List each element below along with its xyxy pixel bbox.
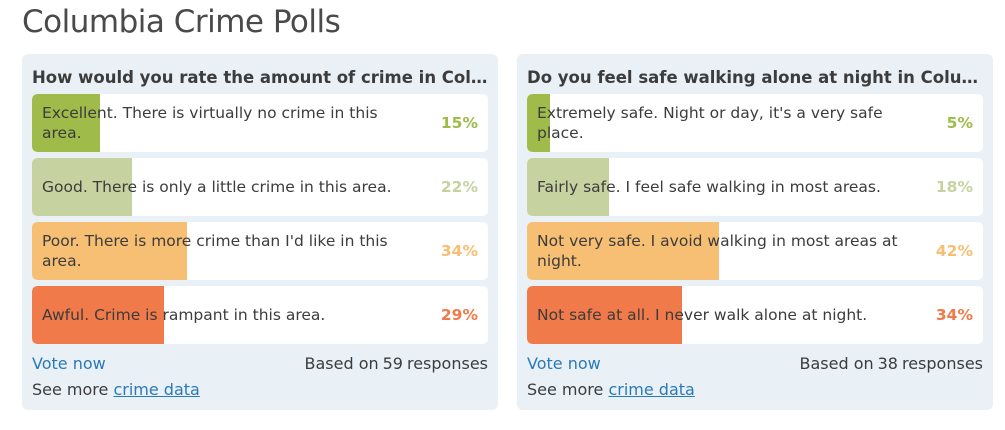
option-bar-fill — [527, 222, 719, 280]
poll-option-excellent[interactable]: Excellent. There is virtually no crime i… — [32, 94, 488, 152]
poll-question: How would you rate the amount of crime i… — [32, 68, 488, 87]
option-label: Fairly safe. I feel safe walking in most… — [537, 178, 881, 196]
see-more-text: See more crime data — [32, 380, 200, 399]
option-percent: 42% — [935, 242, 973, 260]
option-bar-fill — [527, 286, 683, 344]
option-bar-fill — [32, 158, 133, 216]
option-bar-fill — [32, 222, 188, 280]
poll-option-awful[interactable]: Awful. Crime is rampant in this area. 29… — [32, 286, 488, 344]
responses-suffix: responses — [406, 354, 488, 373]
option-percent: 34% — [935, 306, 973, 324]
option-label: Not very safe. I avoid walking in most a… — [537, 232, 898, 270]
option-bar-fill — [527, 94, 550, 152]
option-percent: 5% — [946, 114, 973, 132]
night-safety-poll: Do you feel safe walking alone at night … — [517, 54, 993, 410]
see-more-text: See more crime data — [527, 380, 695, 399]
option-percent: 22% — [440, 178, 478, 196]
response-count: Based on 38 responses — [795, 354, 983, 373]
see-more-prefix: See more — [527, 380, 604, 399]
responses-number: 59 — [382, 354, 403, 373]
poll-question: Do you feel safe walking alone at night … — [527, 68, 983, 87]
poll-option-not-very-safe[interactable]: Not very safe. I avoid walking in most a… — [527, 222, 983, 280]
poll-option-good[interactable]: Good. There is only a little crime in th… — [32, 158, 488, 216]
responses-prefix: Based on — [304, 354, 379, 373]
option-label: Poor. There is more crime than I'd like … — [42, 232, 388, 270]
option-percent: 15% — [440, 114, 478, 132]
option-label: Good. There is only a little crime in th… — [42, 178, 392, 196]
responses-suffix: responses — [901, 354, 983, 373]
option-percent: 18% — [935, 178, 973, 196]
crime-data-link[interactable]: crime data — [608, 380, 695, 399]
vote-now-link[interactable]: Vote now — [32, 354, 106, 373]
poll-option-not-safe-at-all[interactable]: Not safe at all. I never walk alone at n… — [527, 286, 983, 344]
option-bar-fill — [32, 286, 165, 344]
option-percent: 34% — [440, 242, 478, 260]
responses-prefix: Based on — [799, 354, 874, 373]
option-label: Not safe at all. I never walk alone at n… — [537, 306, 868, 324]
see-more-prefix: See more — [32, 380, 109, 399]
option-label: Excellent. There is virtually no crime i… — [42, 104, 378, 142]
option-label: Awful. Crime is rampant in this area. — [42, 306, 326, 324]
option-label: Extremely safe. Night or day, it's a ver… — [537, 104, 883, 142]
responses-number: 38 — [877, 354, 898, 373]
option-percent: 29% — [440, 306, 478, 324]
option-bar-fill — [32, 94, 101, 152]
option-bar-fill — [527, 158, 610, 216]
crime-rating-poll: How would you rate the amount of crime i… — [22, 54, 498, 410]
poll-option-poor[interactable]: Poor. There is more crime than I'd like … — [32, 222, 488, 280]
page-title: Columbia Crime Polls — [22, 4, 341, 40]
poll-option-fairly-safe[interactable]: Fairly safe. I feel safe walking in most… — [527, 158, 983, 216]
poll-option-extremely-safe[interactable]: Extremely safe. Night or day, it's a ver… — [527, 94, 983, 152]
crime-data-link[interactable]: crime data — [113, 380, 200, 399]
response-count: Based on 59 responses — [300, 354, 488, 373]
vote-now-link[interactable]: Vote now — [527, 354, 601, 373]
